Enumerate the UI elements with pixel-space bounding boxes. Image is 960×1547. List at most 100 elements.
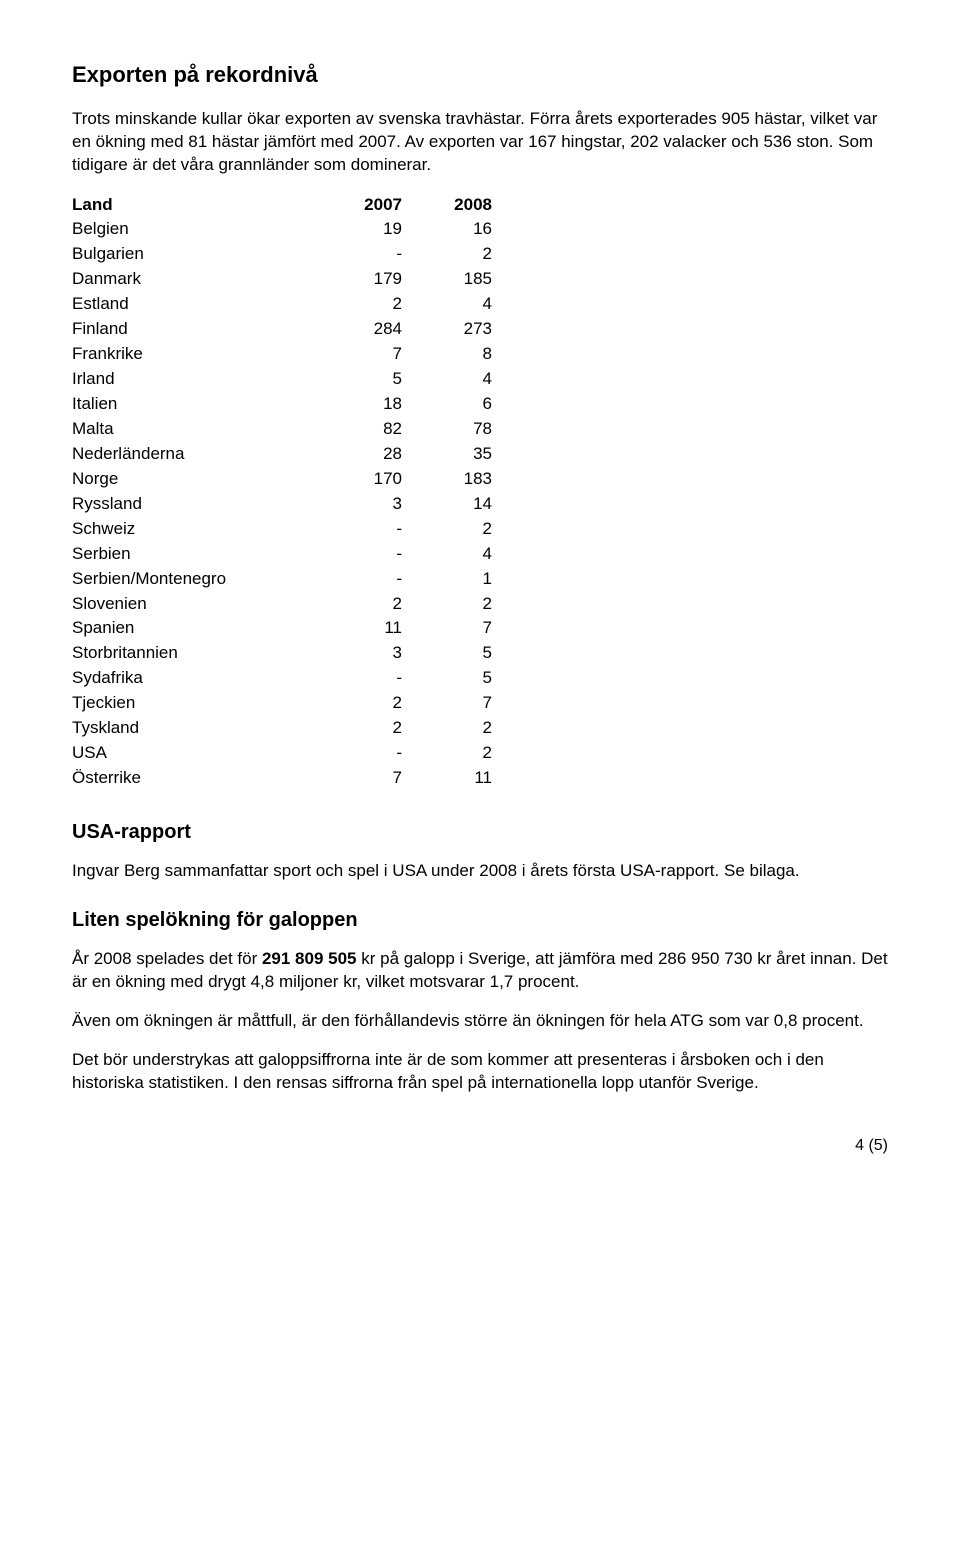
table-cell-land: Österrike (72, 766, 312, 791)
table-cell-2008: 16 (402, 217, 492, 242)
table-row: Schweiz-2 (72, 517, 492, 542)
spelokning-p3: Det bör understrykas att galoppsiffrorna… (72, 1049, 888, 1095)
table-col-land: Land (72, 193, 312, 218)
table-cell-2007: 3 (312, 492, 402, 517)
table-cell-2008: 2 (402, 517, 492, 542)
table-row: Belgien1916 (72, 217, 492, 242)
table-cell-2007: 2 (312, 292, 402, 317)
table-cell-2007: 19 (312, 217, 402, 242)
table-cell-land: Belgien (72, 217, 312, 242)
page-title: Exporten på rekordnivå (72, 60, 888, 90)
table-cell-2008: 5 (402, 641, 492, 666)
table-cell-2007: 284 (312, 317, 402, 342)
spelokning-p1-bold: 291 809 505 (262, 949, 357, 968)
table-cell-land: Storbritannien (72, 641, 312, 666)
table-row: Irland54 (72, 367, 492, 392)
table-cell-2008: 2 (402, 716, 492, 741)
table-cell-land: Danmark (72, 267, 312, 292)
table-cell-2008: 6 (402, 392, 492, 417)
table-cell-2007: 11 (312, 616, 402, 641)
spelokning-p2: Även om ökningen är måttfull, är den för… (72, 1010, 888, 1033)
table-row: Tyskland22 (72, 716, 492, 741)
usa-rapport-paragraph: Ingvar Berg sammanfattar sport och spel … (72, 860, 888, 883)
page-number: 4 (5) (72, 1135, 888, 1157)
table-cell-land: Nederländerna (72, 442, 312, 467)
table-cell-2008: 2 (402, 592, 492, 617)
table-cell-2007: - (312, 242, 402, 267)
table-row: Slovenien22 (72, 592, 492, 617)
table-cell-land: Norge (72, 467, 312, 492)
table-row: Tjeckien27 (72, 691, 492, 716)
table-cell-2008: 4 (402, 367, 492, 392)
table-cell-land: Estland (72, 292, 312, 317)
table-cell-land: Italien (72, 392, 312, 417)
table-row: Österrike711 (72, 766, 492, 791)
table-cell-land: Tjeckien (72, 691, 312, 716)
table-cell-2008: 14 (402, 492, 492, 517)
table-cell-2007: 179 (312, 267, 402, 292)
table-cell-2008: 4 (402, 542, 492, 567)
table-cell-land: Sydafrika (72, 666, 312, 691)
table-cell-2007: 2 (312, 592, 402, 617)
table-cell-2007: - (312, 517, 402, 542)
table-cell-2008: 8 (402, 342, 492, 367)
table-cell-land: Slovenien (72, 592, 312, 617)
table-cell-2008: 7 (402, 616, 492, 641)
table-cell-land: Finland (72, 317, 312, 342)
table-col-2007: 2007 (312, 193, 402, 218)
table-cell-2008: 2 (402, 242, 492, 267)
table-cell-land: Spanien (72, 616, 312, 641)
table-cell-land: Malta (72, 417, 312, 442)
table-cell-land: Ryssland (72, 492, 312, 517)
table-row: Malta8278 (72, 417, 492, 442)
table-cell-2008: 185 (402, 267, 492, 292)
table-cell-2008: 273 (402, 317, 492, 342)
table-cell-2007: 28 (312, 442, 402, 467)
table-cell-2007: 82 (312, 417, 402, 442)
table-row: USA-2 (72, 741, 492, 766)
table-row: Serbien-4 (72, 542, 492, 567)
table-cell-2008: 5 (402, 666, 492, 691)
table-cell-2008: 78 (402, 417, 492, 442)
table-row: Estland24 (72, 292, 492, 317)
table-cell-2008: 7 (402, 691, 492, 716)
spelokning-p1: År 2008 spelades det för 291 809 505 kr … (72, 948, 888, 994)
table-cell-2008: 35 (402, 442, 492, 467)
table-row: Serbien/Montenegro-1 (72, 567, 492, 592)
table-cell-land: USA (72, 741, 312, 766)
table-row: Norge170183 (72, 467, 492, 492)
intro-paragraph: Trots minskande kullar ökar exporten av … (72, 108, 888, 177)
table-row: Storbritannien35 (72, 641, 492, 666)
export-table: Land 2007 2008 Belgien1916Bulgarien-2Dan… (72, 193, 492, 792)
spelokning-heading: Liten spelökning för galoppen (72, 907, 888, 934)
spelokning-p1-pre: År 2008 spelades det för (72, 949, 262, 968)
table-cell-2007: 18 (312, 392, 402, 417)
table-row: Finland284273 (72, 317, 492, 342)
table-cell-2007: - (312, 666, 402, 691)
table-cell-2008: 2 (402, 741, 492, 766)
table-cell-2007: 5 (312, 367, 402, 392)
table-cell-2007: - (312, 567, 402, 592)
table-cell-land: Frankrike (72, 342, 312, 367)
table-cell-land: Irland (72, 367, 312, 392)
table-row: Spanien117 (72, 616, 492, 641)
table-cell-2007: - (312, 741, 402, 766)
table-cell-2007: - (312, 542, 402, 567)
table-row: Ryssland314 (72, 492, 492, 517)
table-cell-land: Serbien/Montenegro (72, 567, 312, 592)
table-row: Nederländerna2835 (72, 442, 492, 467)
table-row: Italien186 (72, 392, 492, 417)
table-cell-land: Tyskland (72, 716, 312, 741)
table-row: Bulgarien-2 (72, 242, 492, 267)
table-cell-2008: 183 (402, 467, 492, 492)
table-cell-2008: 11 (402, 766, 492, 791)
table-cell-land: Bulgarien (72, 242, 312, 267)
table-cell-2007: 2 (312, 691, 402, 716)
table-cell-2008: 1 (402, 567, 492, 592)
table-cell-2007: 170 (312, 467, 402, 492)
usa-rapport-heading: USA-rapport (72, 819, 888, 846)
table-row: Frankrike78 (72, 342, 492, 367)
table-cell-2007: 7 (312, 766, 402, 791)
table-col-2008: 2008 (402, 193, 492, 218)
table-cell-2007: 7 (312, 342, 402, 367)
